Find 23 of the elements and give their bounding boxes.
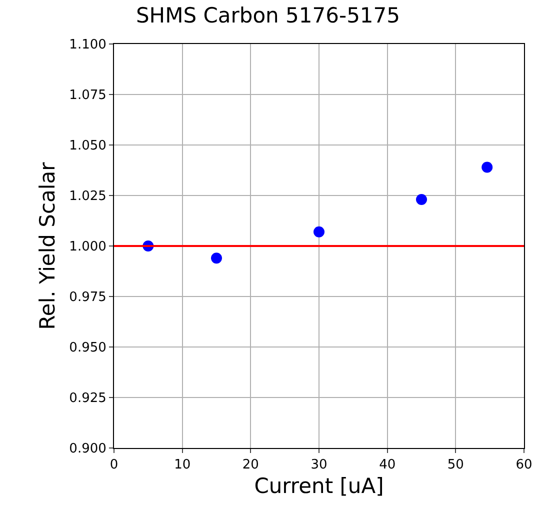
y-tick-label: 0.925 <box>69 391 106 406</box>
y-tick-label: 0.975 <box>69 290 106 306</box>
x-tick-label: 20 <box>242 458 259 473</box>
y-axis-title: Rel. Yield Scalar <box>35 162 60 330</box>
x-tick-label: 40 <box>379 458 396 473</box>
y-tick-label: 1.100 <box>69 38 106 53</box>
point <box>211 252 222 264</box>
y-tick-label: 1.000 <box>69 240 106 255</box>
x-axis-title: Current [uA] <box>254 474 384 498</box>
y-tick-label: 0.950 <box>69 340 106 356</box>
point <box>482 162 493 173</box>
y-tick-label: 1.075 <box>69 88 106 104</box>
x-tick-label: 30 <box>310 458 328 473</box>
y-tick-label: 1.050 <box>69 138 106 154</box>
y-tick-label: 0.900 <box>69 442 106 457</box>
x-tick-label: 60 <box>516 458 532 473</box>
point <box>314 226 324 238</box>
x-tick-label: 50 <box>447 458 464 473</box>
y-tick-label: 1.025 <box>69 189 106 204</box>
chart-title: SHMS Carbon 5176-5175 <box>136 3 400 28</box>
x-tick-label: 10 <box>174 458 191 473</box>
x-tick-label: 0 <box>110 458 118 473</box>
point <box>416 194 427 206</box>
